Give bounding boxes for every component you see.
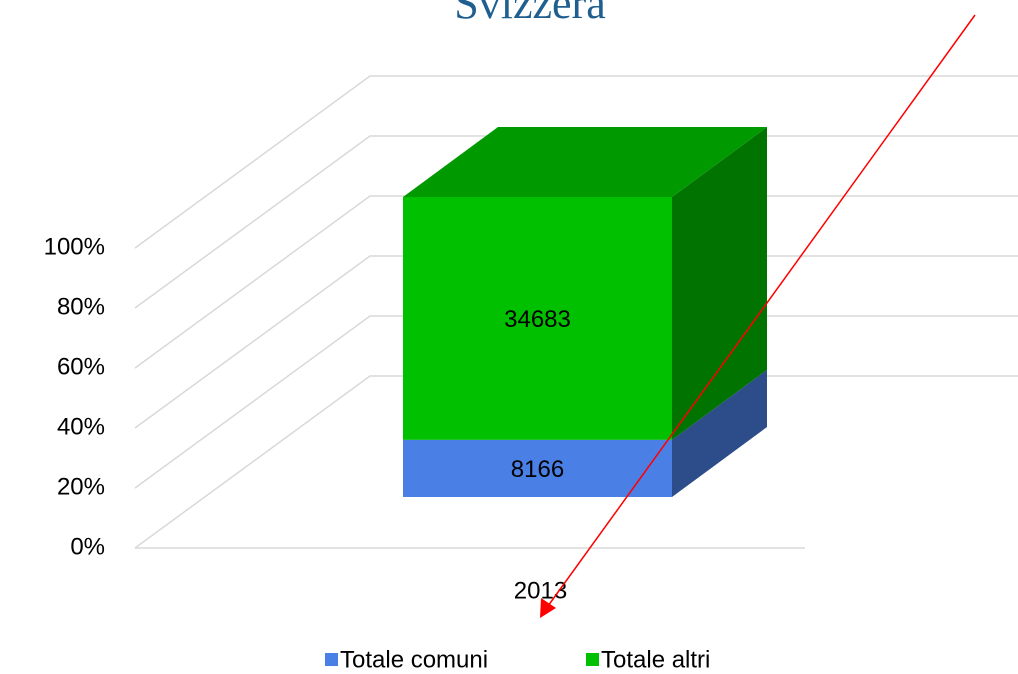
y-tick-label: 100% (44, 233, 105, 260)
grid-line (134, 195, 1018, 369)
grid-line (134, 315, 1018, 489)
chart-title: Svizzera (454, 0, 605, 28)
bar (403, 197, 672, 440)
y-tick-label: 0% (70, 533, 105, 560)
legend-label: Totale altri (601, 646, 710, 673)
y-tick-label: 60% (57, 353, 105, 380)
bar (403, 439, 672, 497)
y-tick-label: 20% (57, 473, 105, 500)
legend-swatch (325, 653, 338, 666)
grid-line (134, 75, 1018, 249)
bar-side (672, 127, 767, 440)
y-tick-label: 40% (57, 413, 105, 440)
legend-swatch (586, 653, 599, 666)
grid-line (134, 135, 1018, 309)
grid-line (134, 375, 1018, 549)
data-label: 34683 (504, 306, 571, 333)
annotation-arrow (547, 14, 976, 607)
arrow-head (540, 598, 556, 618)
bar-top (403, 127, 767, 197)
grid-line (134, 255, 1018, 429)
y-tick-label: 80% (57, 293, 105, 320)
bar-side (672, 369, 767, 497)
grid: 0% 20% 40% 60% 80% 100% (44, 75, 1018, 560)
legend: Totale comuni Totale altri (325, 646, 710, 673)
data-label: 8166 (511, 456, 564, 483)
legend-label: Totale comuni (340, 646, 488, 673)
